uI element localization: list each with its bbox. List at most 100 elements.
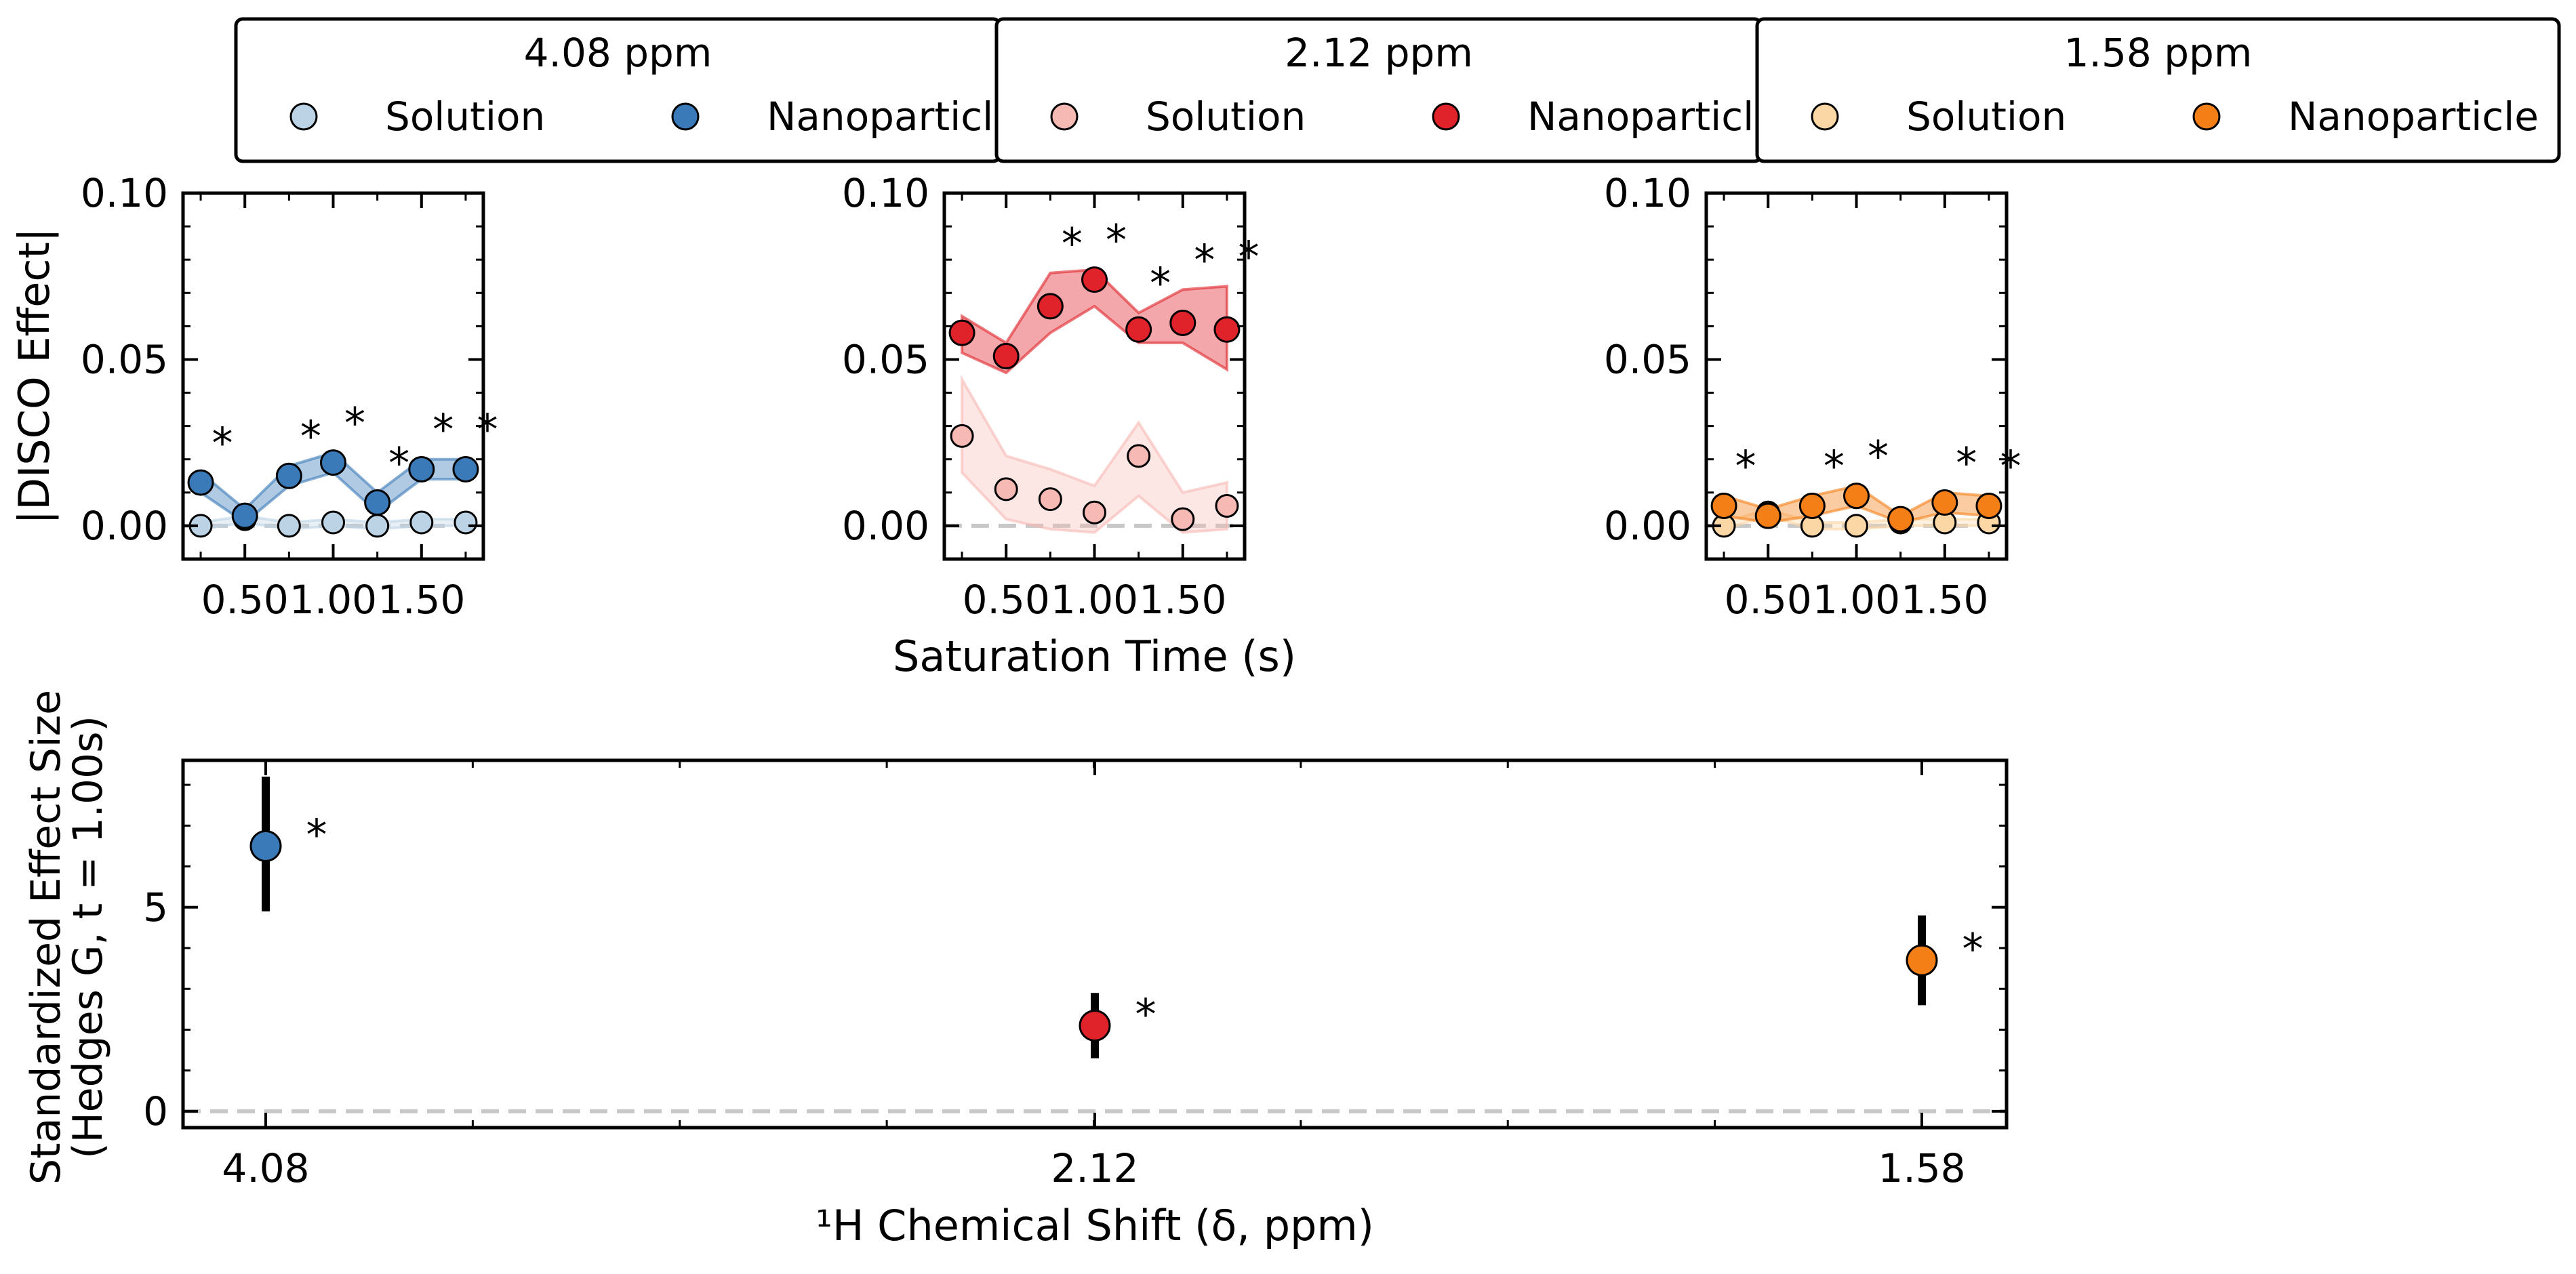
data-point [452,455,479,482]
x-tick-label: 1.00 [1813,577,1900,623]
data-point [1975,492,2003,519]
y-tick-label: 0.00 [81,503,168,549]
data-point [950,424,974,448]
data-point [1037,293,1064,320]
panel-1 [181,17,1002,561]
legend-marker [2192,102,2221,131]
data-point [364,489,391,516]
confidence-band [961,268,1228,375]
data-point [454,510,478,535]
panel-effect-size [181,758,2009,1130]
legend-marker [1050,102,1079,131]
legend-marker [1432,102,1460,131]
legend-label: Solution [385,94,545,140]
data-point [994,477,1018,501]
y-tick-label: 0.10 [842,170,929,216]
data-point [1215,493,1239,518]
data-point [408,455,435,482]
legend-marker [671,102,700,131]
data-point [1887,506,1914,533]
data-point [187,469,214,496]
data-point [365,514,390,538]
significance-star: * [1062,219,1083,268]
data-point [992,343,1020,370]
y-tick-label: 0.10 [81,170,168,216]
data-point [409,510,434,535]
data-point [1083,500,1106,525]
x-axis-label: Saturation Time (s) [893,632,1296,681]
data-point [275,462,302,489]
data-point [277,514,301,538]
significance-star: * [1868,432,1889,481]
y-tick-label: 0.05 [81,336,168,382]
y-tick-label: 0.00 [1604,503,1691,549]
y-tick-label: 5 [143,884,168,930]
data-point [1843,482,1870,510]
legend-label: Nanoparticl [1527,94,1754,140]
significance-star: * [1106,215,1127,265]
significance-star: * [432,405,454,455]
data-point [1845,514,1868,538]
significance-star: * [388,438,409,488]
y-tick-label: 0.05 [1604,336,1691,382]
y-axis-label: |DISCO Effect| [9,228,60,524]
y-axis-label-line2: (Hedges G, t = 1.00s) [64,716,112,1159]
x-tick-label: 1.50 [1139,577,1226,623]
significance-star: * [306,810,327,859]
legend-title: 1.58 ppm [2064,30,2253,76]
data-point [1081,266,1108,293]
significance-star: * [1150,259,1171,308]
significance-star: * [2000,442,2021,491]
data-point [1127,444,1151,468]
data-point [1169,309,1196,336]
data-point [1213,316,1241,343]
legend-frame [1755,17,2561,163]
legend-label: Nanoparticl [767,94,993,140]
effect-point [1906,944,1938,977]
effect-point [249,829,282,862]
data-point [1710,492,1737,519]
legend-label: Solution [1146,94,1306,140]
y-tick-label: 0.10 [1604,170,1691,216]
x-tick-label: 1.00 [1051,577,1138,623]
x-tick-label: 1.00 [289,577,377,623]
significance-star: * [1735,442,1756,491]
significance-star: * [1824,442,1845,491]
y-tick-label: 0.00 [842,503,929,549]
significance-star: * [1963,924,1984,974]
significance-star: * [477,405,498,455]
data-point [231,502,258,529]
significance-star: * [1135,989,1156,1039]
significance-star: * [300,412,321,461]
legend-label: Solution [1906,94,2066,140]
x-axis-label: ¹H Chemical Shift (δ, ppm) [816,1201,1374,1250]
y-tick-label: 0.05 [842,336,929,382]
legend [1755,17,2561,163]
panel-2 [942,17,1763,561]
data-point [1798,492,1826,519]
panel-3 [1704,17,2561,561]
y-tick-label: 0 [143,1088,168,1134]
data-point [1754,502,1782,529]
legend-label: Nanoparticle [2288,94,2539,140]
x-tick-label: 0.50 [963,577,1050,623]
significance-star: * [1238,232,1259,281]
data-point [1931,489,1958,516]
x-tick-label: 4.08 [222,1145,309,1191]
data-point [1171,507,1195,531]
y-axis-label-line1: Standardized Effect Size [22,690,70,1185]
legend-marker [1811,102,1839,131]
x-tick-label: 0.50 [201,577,289,623]
axes-frame [181,758,2009,1130]
x-tick-label: 0.50 [1725,577,1812,623]
data-point [321,510,345,535]
significance-star: * [1956,438,1977,488]
confidence-band [961,374,1228,534]
effect-point [1079,1009,1111,1042]
data-point [320,449,346,476]
legend-title: 4.08 ppm [524,30,712,76]
data-point [948,319,975,346]
x-tick-label: 2.12 [1051,1145,1138,1191]
